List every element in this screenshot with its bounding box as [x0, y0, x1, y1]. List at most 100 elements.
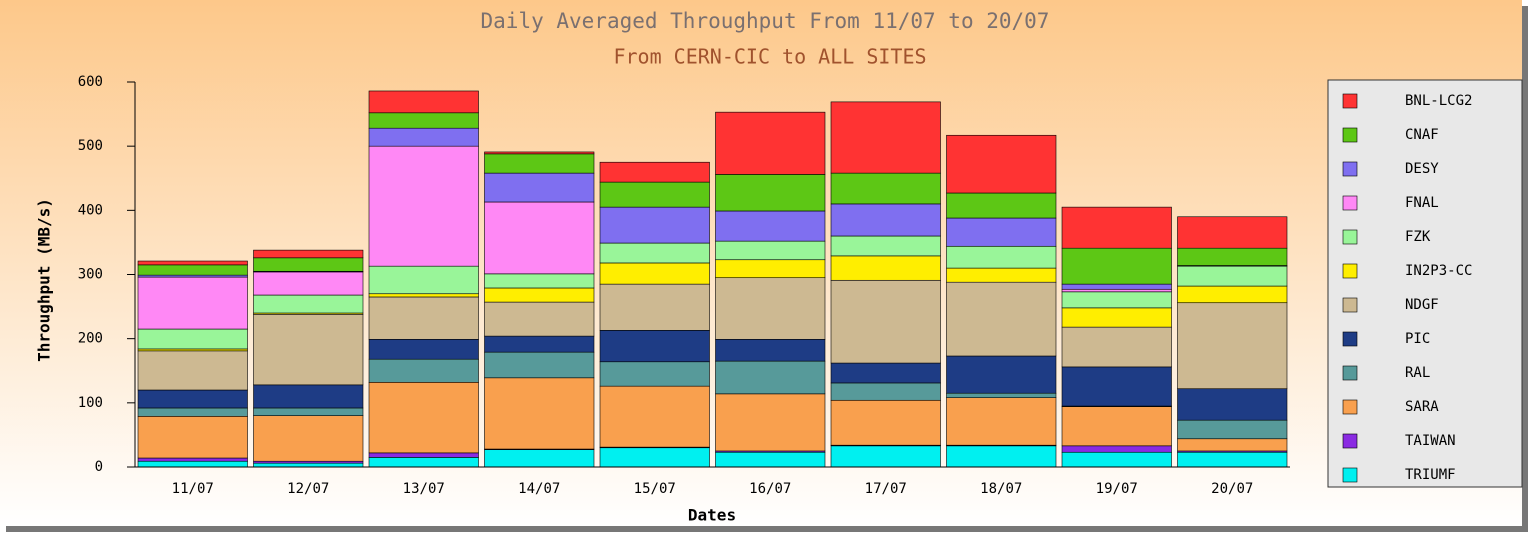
bar-segment: [137, 276, 248, 330]
bar-segment: [599, 330, 710, 363]
bar-segment: [1177, 438, 1288, 452]
legend-label: FZK: [1405, 229, 1431, 245]
bar-segment: [715, 339, 826, 362]
legend-swatch: [1342, 93, 1358, 109]
bar-segment: [599, 447, 710, 468]
bar-segment: [368, 127, 479, 147]
y-tick-label: 300: [78, 267, 103, 283]
bar-segment: [830, 255, 941, 281]
bar-segment: [599, 242, 710, 264]
legend-label: DESY: [1405, 161, 1439, 177]
bar-segment: [1061, 206, 1172, 249]
bar-segment: [946, 192, 1057, 219]
x-tick-label: 18/07: [980, 481, 1022, 497]
y-tick-label: 500: [78, 138, 103, 154]
bar-segment: [599, 206, 710, 244]
bar-segment: [599, 361, 710, 387]
bar-segment: [253, 384, 364, 409]
bar-segment: [368, 265, 479, 295]
bar-segment: [946, 281, 1057, 357]
bar-segment: [715, 451, 826, 468]
y-axis-label: Throughput (MB/s): [35, 198, 54, 362]
bar-segment: [137, 460, 248, 468]
x-tick-label: 20/07: [1211, 481, 1253, 497]
bar-segment: [1061, 451, 1172, 468]
bar-segment: [484, 153, 595, 174]
bar-segment: [715, 111, 826, 175]
bar-segment: [946, 392, 1057, 399]
bar-segment: [599, 283, 710, 331]
y-tick-label: 400: [78, 202, 103, 218]
bar-segment: [253, 415, 364, 462]
legend-box: [1327, 79, 1523, 488]
legend-label: CNAF: [1405, 127, 1439, 143]
x-axis-label: Dates: [688, 506, 736, 525]
bar-segment: [946, 397, 1057, 446]
chart-title: Daily Averaged Throughput From 11/07 to …: [481, 9, 1050, 33]
bar-segment: [715, 360, 826, 395]
bar-segment: [368, 90, 479, 114]
bar-segment: [946, 245, 1057, 269]
bar-segment: [830, 399, 941, 446]
bar-segment: [253, 271, 364, 296]
bar-segment: [137, 328, 248, 350]
legend-swatch: [1342, 297, 1358, 313]
bar-segment: [715, 240, 826, 261]
bar-segment: [830, 279, 941, 364]
bar-segment: [368, 452, 479, 458]
bar-segment: [830, 235, 941, 257]
legend-swatch: [1342, 127, 1358, 143]
bar-segment: [484, 301, 595, 337]
bar-segment: [137, 260, 248, 266]
bar-segment: [137, 389, 248, 409]
legend-swatch: [1342, 331, 1358, 347]
legend-swatch: [1342, 195, 1358, 211]
bar-segment: [484, 151, 595, 155]
bar-segment: [484, 449, 595, 468]
bar-segment: [368, 339, 479, 360]
bar-segment: [253, 249, 364, 259]
legend-label: SARA: [1405, 399, 1439, 415]
bar-segment: [1177, 302, 1288, 390]
bar-segment: [1061, 445, 1172, 453]
legend-label: TRIUMF: [1405, 467, 1456, 483]
bar-segment: [368, 358, 479, 383]
bar-segment: [1177, 247, 1288, 266]
bar-segment: [1061, 283, 1172, 290]
bar-segment: [368, 381, 479, 454]
y-tick-label: 200: [78, 331, 103, 347]
bar-segment: [715, 393, 826, 452]
bar-segment: [137, 350, 248, 391]
bar-segment: [1177, 265, 1288, 287]
x-tick-label: 16/07: [749, 481, 791, 497]
x-tick-label: 11/07: [172, 481, 214, 497]
bar-segment: [368, 112, 479, 129]
bar-segment: [830, 362, 941, 384]
bar-segment: [1061, 366, 1172, 407]
bar-segment: [253, 257, 364, 272]
bar-segment: [1061, 307, 1172, 328]
bar-segment: [1061, 406, 1172, 447]
bar-segment: [1061, 288, 1172, 293]
bar-segment: [253, 313, 364, 386]
bar-segment: [253, 294, 364, 314]
legend-swatch: [1342, 433, 1358, 449]
bar-segment: [484, 172, 595, 203]
bar-segment: [1061, 291, 1172, 309]
bar-segment: [946, 267, 1057, 283]
bar-segment: [1177, 216, 1288, 249]
bar-segment: [368, 457, 479, 468]
x-tick-label: 12/07: [287, 481, 329, 497]
bar-segment: [1177, 285, 1288, 304]
bar-segment: [137, 407, 248, 417]
x-tick-label: 19/07: [1096, 481, 1138, 497]
legend-label: RAL: [1405, 365, 1430, 381]
x-tick-label: 13/07: [403, 481, 445, 497]
legend-swatch: [1342, 263, 1358, 279]
bar-segment: [484, 351, 595, 379]
legend-swatch: [1342, 229, 1358, 245]
legend-label: IN2P3-CC: [1405, 263, 1472, 279]
bar-segment: [1177, 388, 1288, 421]
bar-segment: [599, 262, 710, 285]
bar-segment: [946, 217, 1057, 247]
